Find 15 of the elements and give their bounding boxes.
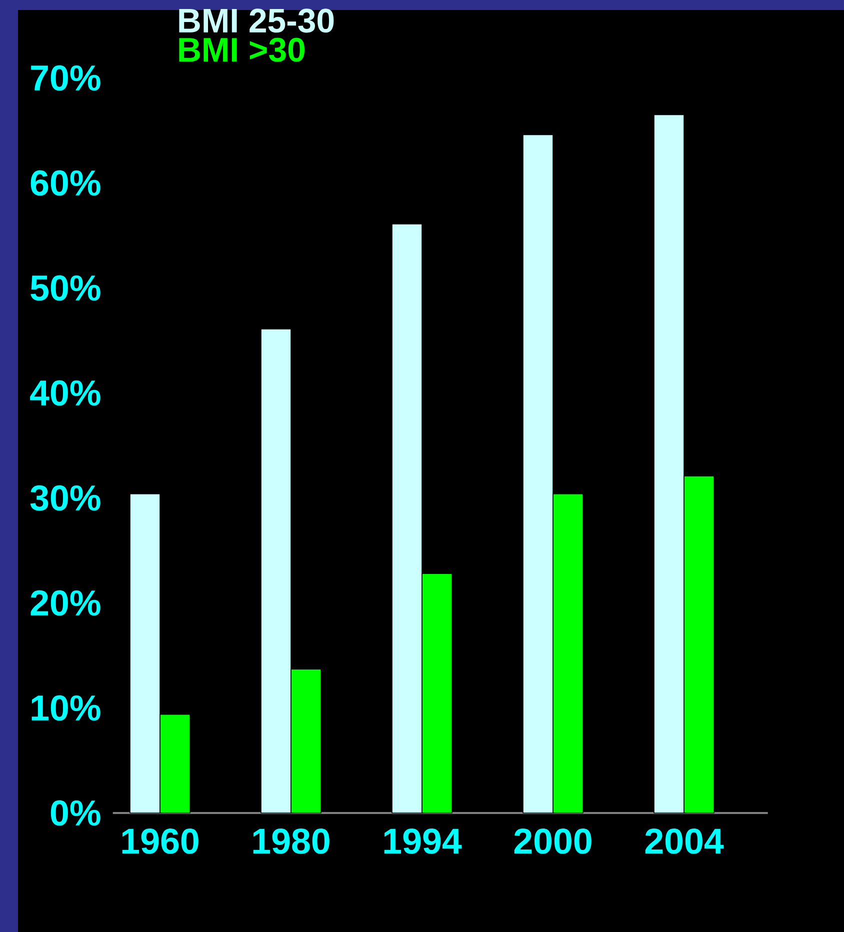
- y-tick-label: 40%: [30, 380, 100, 406]
- x-tick-label: 1960: [122, 828, 198, 854]
- text: BMI >30: [179, 38, 305, 62]
- y-tick-label: 60%: [30, 170, 100, 196]
- y-tick-label: 70%: [31, 65, 100, 91]
- y-tick-label: 30%: [30, 485, 100, 511]
- x-tick-label: 1980: [253, 828, 330, 854]
- y-tick-label: 50%: [30, 275, 100, 301]
- y-tick-label: 20%: [30, 590, 100, 616]
- x-tick-label: 1994: [384, 828, 462, 854]
- x-tick-label: 2000: [514, 828, 592, 854]
- y-tick-label: 10%: [32, 695, 100, 721]
- x-tick-label: 2004: [645, 828, 724, 854]
- text: BMI 25-30: [179, 8, 334, 33]
- y-tick-label: 0%: [50, 800, 100, 826]
